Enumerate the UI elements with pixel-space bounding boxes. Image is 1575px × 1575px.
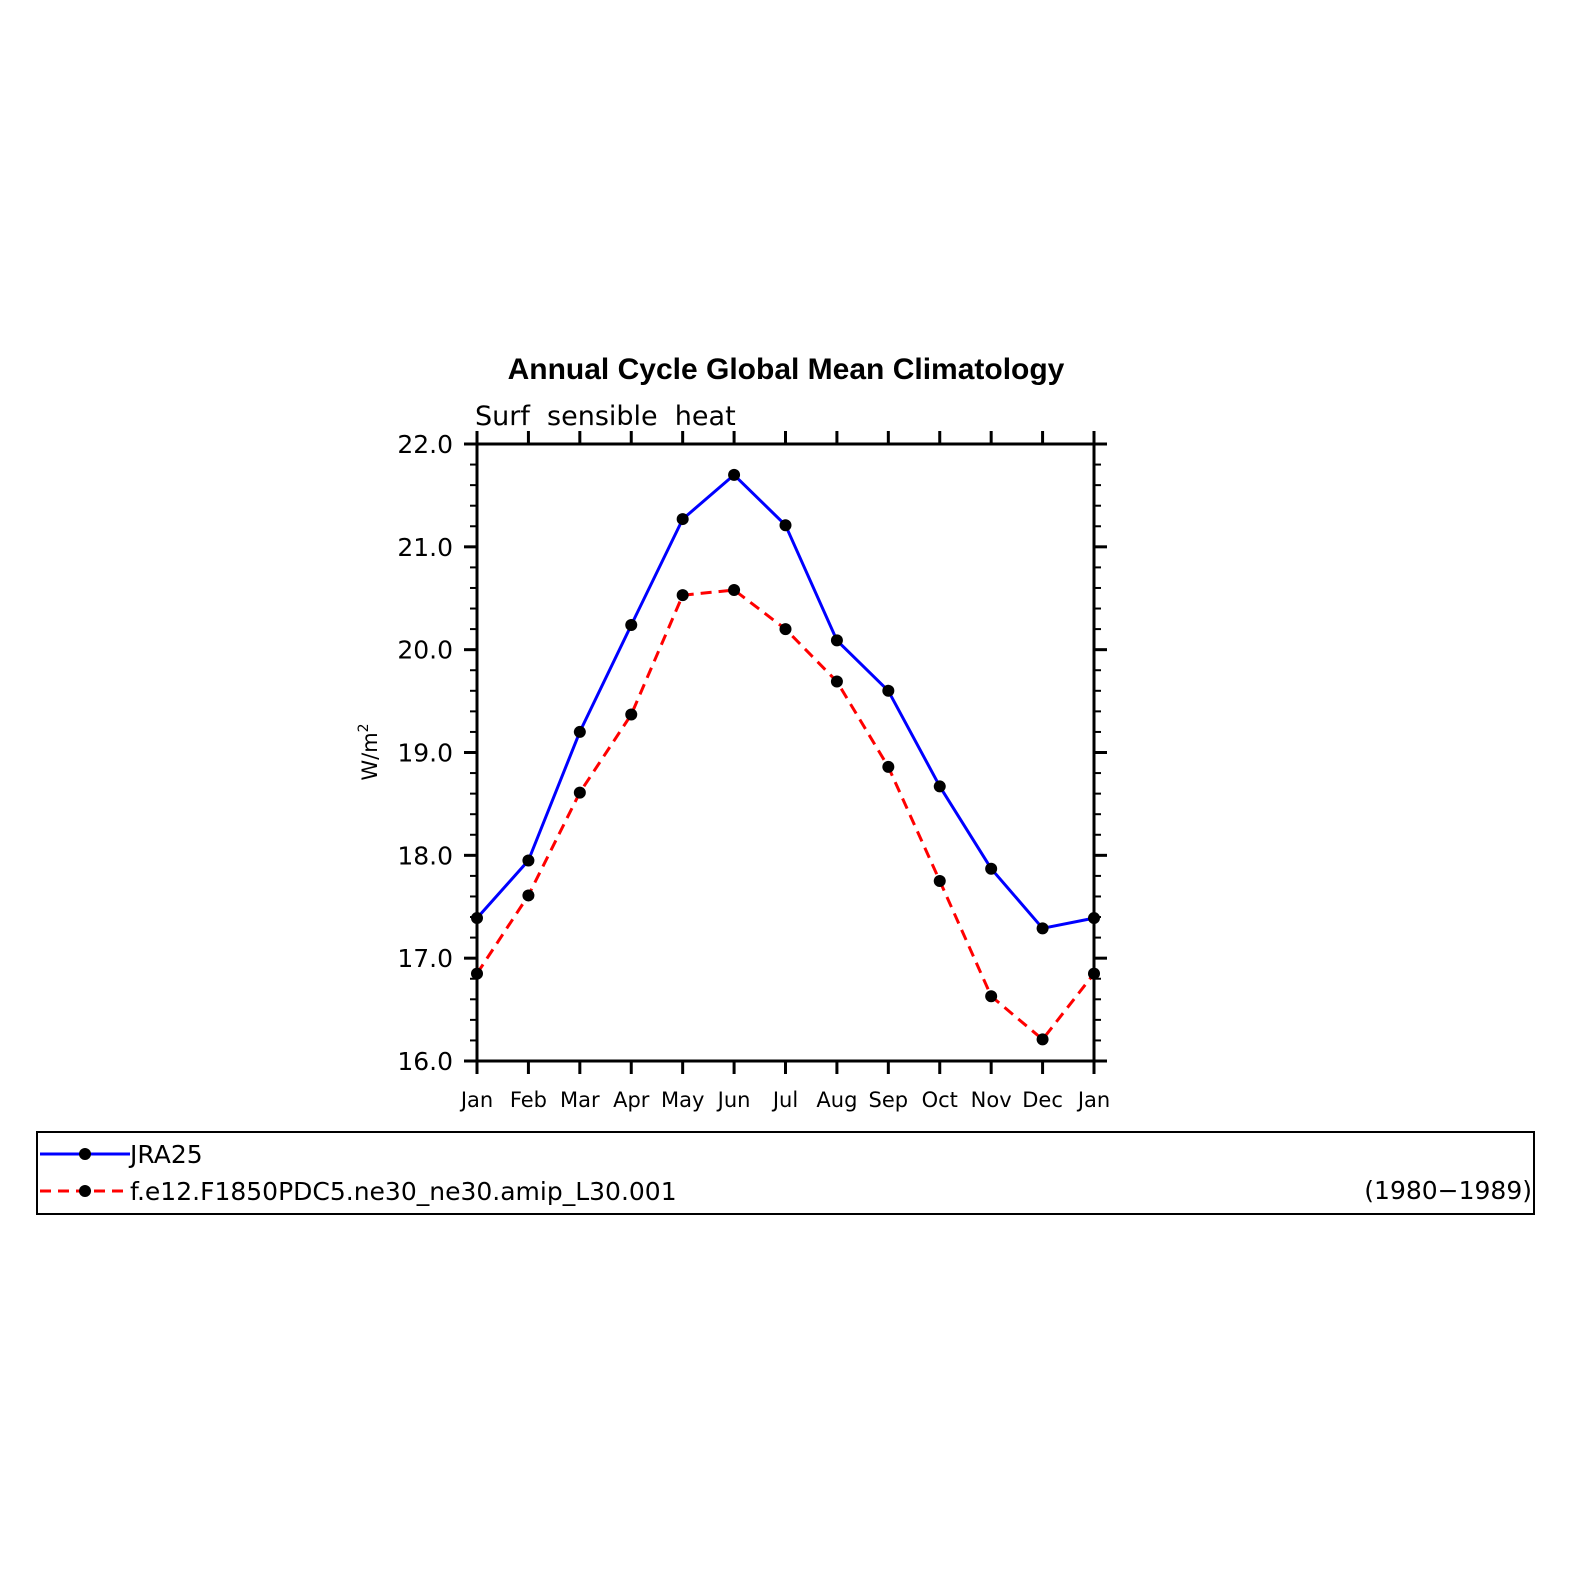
data-point — [573, 725, 586, 738]
data-point — [882, 684, 895, 697]
data-point — [728, 584, 741, 597]
data-point — [522, 854, 535, 867]
legend-period-note: (1980−1989) — [1364, 1176, 1532, 1205]
y-tick-label: 18.0 — [397, 841, 453, 870]
data-point — [573, 786, 586, 799]
data-point — [830, 675, 843, 688]
svg-text:W/m2: W/m2 — [356, 723, 382, 780]
data-point — [933, 780, 946, 793]
data-point — [1036, 922, 1049, 935]
series-line — [475, 473, 1095, 930]
legend-entry-2: f.e12.F1850PDC5.ne30_ne30.amip_L30.001 — [40, 1177, 677, 1206]
x-tick-label: Nov — [971, 1088, 1012, 1112]
y-tick-label: 22.0 — [397, 430, 453, 459]
data-point — [676, 589, 689, 602]
data-point — [779, 519, 792, 532]
legend-box — [36, 1131, 1535, 1215]
x-tick-label: Jan — [1076, 1088, 1110, 1112]
x-tick-label: Oct — [922, 1088, 958, 1112]
data-point — [728, 468, 741, 481]
data-point — [985, 862, 998, 875]
series-line — [475, 588, 1096, 1041]
data-point — [676, 513, 689, 526]
data-point — [625, 618, 638, 631]
y-tick-label: 19.0 — [397, 739, 453, 768]
x-tick-label: Jul — [771, 1088, 798, 1112]
x-tick-label: Mar — [560, 1088, 600, 1112]
x-tick-label: May — [661, 1088, 704, 1112]
legend-entries: JRA25 f.e12.F1850PDC5.ne30_ne30.amip_L30.… — [40, 1140, 677, 1206]
legend-label: JRA25 — [128, 1140, 203, 1169]
x-tick-label: Feb — [510, 1088, 547, 1112]
y-tick-label: 20.0 — [397, 636, 453, 665]
y-tick-label: 21.0 — [397, 533, 453, 562]
plot-frame — [475, 442, 1096, 1063]
x-tick-label: Jan — [459, 1088, 493, 1112]
x-tick-label: Dec — [1022, 1088, 1063, 1112]
data-point — [933, 875, 946, 888]
data-point — [985, 990, 998, 1003]
y-axis-label: W/m2 — [356, 723, 382, 780]
y-axis-label-text: W/m — [358, 732, 382, 780]
data-point — [522, 889, 535, 902]
data-point — [779, 623, 792, 636]
chart-title: Annual Cycle Global Mean Climatology — [508, 353, 1065, 386]
series-1 — [471, 468, 1100, 935]
series-layer — [471, 468, 1100, 1046]
legend-label: f.e12.F1850PDC5.ne30_ne30.amip_L30.001 — [130, 1177, 677, 1206]
legend-marker — [79, 1185, 91, 1197]
legend-entry-1: JRA25 — [40, 1140, 203, 1169]
data-point — [1036, 1033, 1049, 1046]
x-tick-label: Apr — [613, 1088, 650, 1112]
data-point — [830, 634, 843, 647]
y-axis-label-superscript: 2 — [356, 723, 372, 732]
legend: JRA25 f.e12.F1850PDC5.ne30_ne30.amip_L30.… — [36, 1131, 1535, 1215]
legend-marker — [79, 1148, 91, 1160]
y-tick-label: 16.0 — [397, 1047, 453, 1076]
x-tick-label: Sep — [869, 1088, 909, 1112]
chart-subtitle: Surf sensible heat — [475, 401, 736, 432]
y-tick-label: 17.0 — [397, 944, 453, 973]
series-2 — [471, 584, 1100, 1046]
x-tick-label: Jun — [716, 1088, 751, 1112]
data-point — [882, 760, 895, 773]
axis-tick-labels: 16.0 17.0 18.0 19.0 20.0 21.0 22.0 Jan Feb Mar Apr… — [397, 430, 1110, 1112]
data-point — [625, 708, 638, 721]
x-tick-label: Aug — [816, 1088, 857, 1112]
